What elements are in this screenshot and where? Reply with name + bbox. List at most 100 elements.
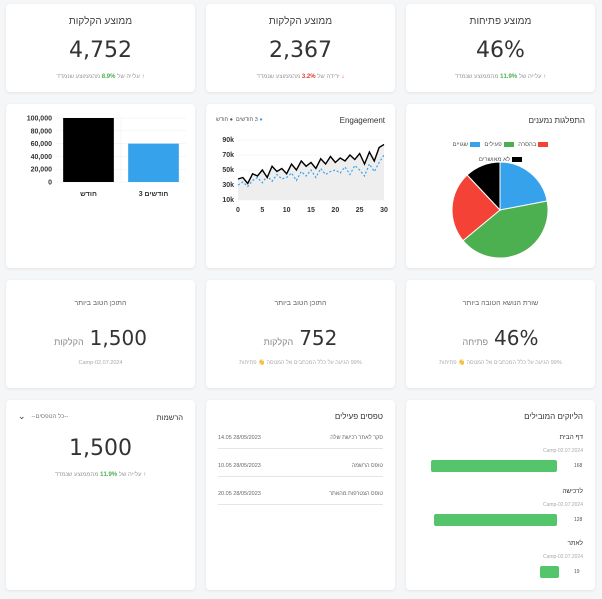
y-tick-label: 20,000 <box>31 167 53 174</box>
registrations-card: הרשמות ⌄ --כל הטפסים-- 1,500 ↑ עלייה של … <box>6 400 195 590</box>
stat-card-opens: ממוצע פתיחות 46% ↑ עלייה של 11.9% מהממוצ… <box>406 4 595 92</box>
y-tick-label: 90k <box>222 137 234 144</box>
best-unit: הקלקות <box>263 337 294 347</box>
lead-count: 128 <box>574 517 583 523</box>
stat-title: ממוצע הקלקות <box>68 16 133 27</box>
form-date: 20.05 28/05/2023 <box>218 491 261 497</box>
best-footnote: 99% הגיעה על כלל המכתבים אל המנוסה 👋 פתי… <box>239 360 362 366</box>
lead-bar <box>431 460 557 472</box>
lead-count: 168 <box>574 463 583 469</box>
lead-campaign: Camp-02.07.2024 <box>542 554 583 560</box>
lead-name: דף הבית <box>559 434 583 441</box>
best-content-card: התוכן הטוב ביותר 752 הקלקות 99% הגיעה על… <box>206 280 395 388</box>
stat-title: ממוצע פתיחות <box>469 16 532 27</box>
best-value: 1,500 <box>89 326 147 350</box>
trend-up-icon: ↑ <box>141 74 145 80</box>
series-line-3-months <box>237 154 385 188</box>
pie-chart <box>451 161 549 259</box>
stat-value: 2,367 <box>269 38 332 63</box>
x-tick-label: 3 חודשים <box>139 191 169 198</box>
best-unit: הקלקות <box>54 337 84 347</box>
form-date: 14.05 28/05/2023 <box>218 435 261 441</box>
list-item[interactable]: 14.05 28/05/2023 סקר לאתר רכישת שלה <box>218 428 383 449</box>
pie-slice <box>451 174 501 242</box>
lead-name: לאתר <box>567 540 584 547</box>
trend-down-icon: ↓ <box>341 74 345 80</box>
list-item[interactable]: 20.05 28/05/2023 טופס הצטרפות מהאתר <box>218 484 383 505</box>
stat-title: ממוצע הקלקות <box>268 16 333 27</box>
bar-card: 0 20,000 40,000 60,000 80,000 100,000 חודש 3 חו… <box>6 104 195 268</box>
bar <box>63 118 114 182</box>
bar-chart: 0 20,000 40,000 60,000 80,000 100,000 חודש 3 חו… <box>27 116 186 198</box>
x-tick-label: חודש <box>80 191 97 198</box>
stat-card-clicks: ממוצע הקלקות 2,367 ↓ ירידה של 3.2% מהממו… <box>206 4 395 92</box>
y-tick-label: 10k <box>222 197 234 204</box>
stat-footnote: ↓ ירידה של 3.2% מהממוצע שנמדד <box>256 74 345 80</box>
stat-value: 46% <box>476 38 525 63</box>
best-subject-card: שורת הנושא הטובה ביותר 46% פתיחה 99% הגי… <box>406 280 595 388</box>
line-legend: ● 3 חודשים ● חודש <box>216 117 263 123</box>
line-chart: 10k 30k 50k 70k 90k 0 5 10 15 20 25 30 <box>222 137 388 214</box>
lead-campaign: Camp-02.07.2024 <box>542 448 583 454</box>
legend-item[interactable]: ● חודש <box>216 117 233 123</box>
legend-item[interactable]: ● 3 חודשים <box>236 117 263 123</box>
list-item[interactable]: 10.05 28/05/2023 טופס הרשמה <box>218 456 383 477</box>
bar <box>128 143 179 182</box>
x-tick-label: 5 <box>260 207 264 214</box>
x-tick-label: 15 <box>307 207 315 214</box>
legend-item[interactable]: לא מאושרים <box>479 156 523 163</box>
distribution-card: התפלגות נמענים בהסרה פעילים שגויים לא מא… <box>406 104 595 268</box>
registrations-title: הרשמות <box>156 413 183 422</box>
y-tick-label: 80,000 <box>31 128 53 135</box>
best-title: שורת הנושא הטובה ביותר <box>462 300 539 307</box>
y-tick-label: 30k <box>222 182 234 189</box>
best-footnote: 99% הגיעה על כלל המכתבים אל המנוסה 👋 פתי… <box>439 360 562 366</box>
y-tick-label: 40,000 <box>31 154 53 161</box>
stat-footnote: ↑ עלייה של 11.9% מהממוצע שנמדד <box>54 472 147 478</box>
best-unit: פתיחה <box>462 337 489 347</box>
series-line-month <box>237 143 385 185</box>
lead-count: 19 <box>574 569 580 575</box>
registrations-value: 1,500 <box>69 436 132 461</box>
y-tick-label: 70k <box>222 152 234 159</box>
best-value: 752 <box>299 326 338 350</box>
x-tick-label: 20 <box>331 207 339 214</box>
trend-up-icon: ↑ <box>143 472 147 478</box>
pie-slice <box>466 161 501 212</box>
lead-bar <box>540 566 559 578</box>
y-tick-label: 100,000 <box>27 116 52 123</box>
lead-name: לרכישה <box>562 488 583 495</box>
best-value: 46% <box>494 326 539 350</box>
best-title: התוכן הטוב ביותר <box>74 300 127 307</box>
x-tick-label: 0 <box>236 207 240 214</box>
best-content-card-2: התוכן הטוב ביותר 1,500 הקלקות Camp-02.07… <box>6 280 195 388</box>
top-leads-card: הליוקים המובילים דף הבית Camp-02.07.2024… <box>406 400 595 590</box>
stat-footnote: ↑ עלייה של 11.9% מהממוצע שנמדד <box>454 74 547 80</box>
leads-title: הליוקים המובילים <box>524 412 583 421</box>
pie-slice <box>499 161 548 211</box>
x-tick-label: 30 <box>380 207 388 214</box>
lead-campaign: Camp-02.07.2024 <box>542 502 583 508</box>
x-tick-label: 10 <box>283 207 291 214</box>
engagement-title: Engagement <box>339 116 385 125</box>
legend-item[interactable]: בהסרה <box>518 141 549 148</box>
chevron-down-icon: ⌄ <box>18 411 26 421</box>
legend-item[interactable]: שגויים <box>453 141 480 148</box>
form-filter-select[interactable]: ⌄ --כל הטפסים-- <box>18 411 68 422</box>
stat-footnote: ↑ עלייה של 8.9% מהממוצע שנמדד <box>56 74 145 80</box>
legend-item[interactable]: פעילים <box>484 141 514 148</box>
form-date: 10.05 28/05/2023 <box>218 463 261 469</box>
active-forms-title: טפסים פעילים <box>334 412 383 421</box>
distribution-title: התפלגות נמענים <box>528 116 585 125</box>
active-forms-card: טפסים פעילים 14.05 28/05/2023 סקר לאתר ר… <box>206 400 395 590</box>
y-tick-label: 60,000 <box>31 141 53 148</box>
stat-value: 4,752 <box>69 38 132 63</box>
pie-slice <box>462 200 549 259</box>
form-name: סקר לאתר רכישת שלה <box>330 435 383 441</box>
form-name: טופס הצטרפות מהאתר <box>329 491 383 497</box>
pie-legend: בהסרה פעילים שגויים לא מאושרים <box>426 136 575 166</box>
y-tick-label: 0 <box>48 180 52 187</box>
trend-up-icon: ↑ <box>543 74 547 80</box>
form-filter-value: --כל הטפסים-- <box>31 413 69 420</box>
stat-card-clicks-2: ממוצע הקלקות 4,752 ↑ עלייה של 8.9% מהממו… <box>6 4 195 92</box>
